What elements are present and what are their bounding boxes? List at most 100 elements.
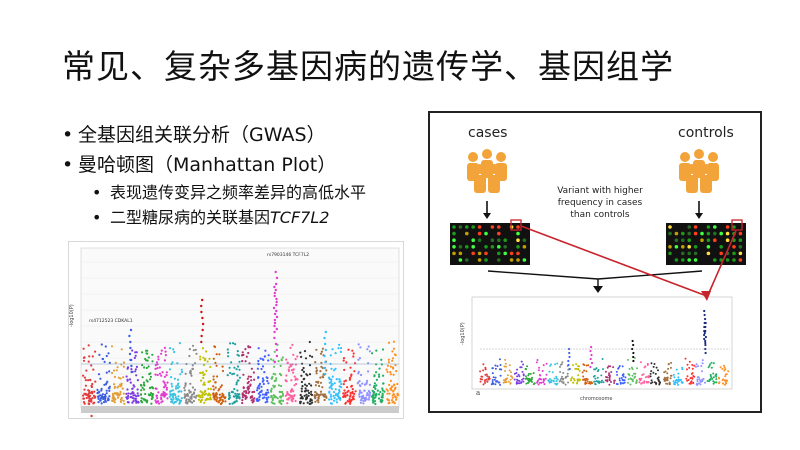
plot-point xyxy=(358,384,361,387)
chip-dot xyxy=(738,258,743,262)
plot-point xyxy=(267,359,270,362)
inner-point xyxy=(633,376,636,379)
plot-point xyxy=(228,394,231,398)
inner-point xyxy=(515,382,518,385)
plot-point xyxy=(135,351,138,354)
plot-point xyxy=(219,398,222,401)
plot-point xyxy=(273,294,276,298)
plot-point xyxy=(108,387,111,390)
plot-point xyxy=(113,383,116,386)
plot-point xyxy=(199,371,202,374)
plot-point xyxy=(275,377,278,380)
plot-point xyxy=(82,359,86,362)
plot-point xyxy=(183,389,186,392)
plot-point xyxy=(103,360,106,363)
plot-point xyxy=(116,386,119,389)
inner-point xyxy=(607,374,610,377)
plot-point xyxy=(157,391,160,394)
plot-point xyxy=(241,401,244,405)
plot-point xyxy=(160,398,163,401)
plot-point xyxy=(141,351,144,354)
plot-point xyxy=(147,365,150,368)
plot-point xyxy=(290,369,293,372)
inner-point xyxy=(619,382,622,385)
inner-point xyxy=(668,382,671,385)
inner-point xyxy=(555,380,558,383)
inner-point xyxy=(484,366,487,369)
plot-point xyxy=(154,367,157,370)
plot-point xyxy=(303,350,307,353)
chip-dot xyxy=(465,225,469,229)
plot-point xyxy=(132,384,135,387)
inner-point xyxy=(709,378,712,380)
chip-dot xyxy=(713,225,717,229)
plot-point xyxy=(275,297,278,301)
inner-point xyxy=(669,366,672,369)
inner-point xyxy=(494,376,497,379)
plot-point xyxy=(163,381,166,384)
inner-point xyxy=(596,376,599,379)
inner-point xyxy=(640,377,643,380)
plot-point xyxy=(289,365,293,368)
plot-point xyxy=(267,391,270,394)
plot-point xyxy=(295,382,298,386)
plot-point xyxy=(98,353,101,356)
plot-point xyxy=(273,402,276,405)
inner-point xyxy=(677,383,680,386)
inner-point xyxy=(498,368,501,371)
plot-point xyxy=(385,368,388,371)
chip-dot xyxy=(516,258,520,262)
plot-point xyxy=(160,394,163,397)
plot-point xyxy=(366,348,369,351)
inner-point xyxy=(632,343,635,347)
plot-point xyxy=(260,389,263,392)
inner-point xyxy=(505,365,507,368)
plot-point xyxy=(242,386,245,390)
plot-point xyxy=(291,389,294,392)
chip-dot xyxy=(732,251,736,256)
inner-point xyxy=(587,364,590,367)
inner-point xyxy=(522,363,525,366)
inner-point xyxy=(650,382,652,385)
plot-point xyxy=(252,371,255,374)
plot-point xyxy=(388,383,391,387)
plot-point xyxy=(100,394,103,398)
plot-point xyxy=(108,389,111,392)
plot-point xyxy=(132,400,135,403)
chip-dot xyxy=(465,231,469,236)
plot-point xyxy=(85,369,88,372)
plot-point xyxy=(363,389,366,392)
plot-point xyxy=(381,387,384,390)
plot-point xyxy=(321,386,324,389)
chip-dot xyxy=(719,231,723,236)
plot-point xyxy=(264,349,267,352)
inner-point xyxy=(641,381,644,384)
plot-point xyxy=(214,381,217,384)
plot-point xyxy=(131,387,134,390)
chip-dot xyxy=(497,251,501,256)
person-body xyxy=(488,175,500,193)
plot-point xyxy=(215,400,218,403)
inner-point xyxy=(492,376,495,379)
plot-point xyxy=(224,400,227,403)
inner-point xyxy=(633,357,636,359)
plot-point xyxy=(221,369,225,373)
plot-point xyxy=(251,391,254,394)
inner-point xyxy=(581,371,584,374)
plot-point xyxy=(348,378,351,381)
plot-point xyxy=(227,351,230,354)
plot-point xyxy=(247,392,250,395)
plot-point xyxy=(91,397,94,400)
plot-point xyxy=(266,379,269,383)
inner-point xyxy=(486,380,489,383)
plot-point xyxy=(105,389,108,392)
plot-point xyxy=(395,396,398,399)
inner-point xyxy=(638,381,641,384)
inner-point xyxy=(622,375,625,378)
plot-point xyxy=(145,352,148,355)
plot-point xyxy=(339,350,342,353)
plot-point xyxy=(230,361,233,364)
inner-point xyxy=(571,376,574,379)
plot-point xyxy=(130,370,133,374)
plot-point xyxy=(249,346,252,349)
